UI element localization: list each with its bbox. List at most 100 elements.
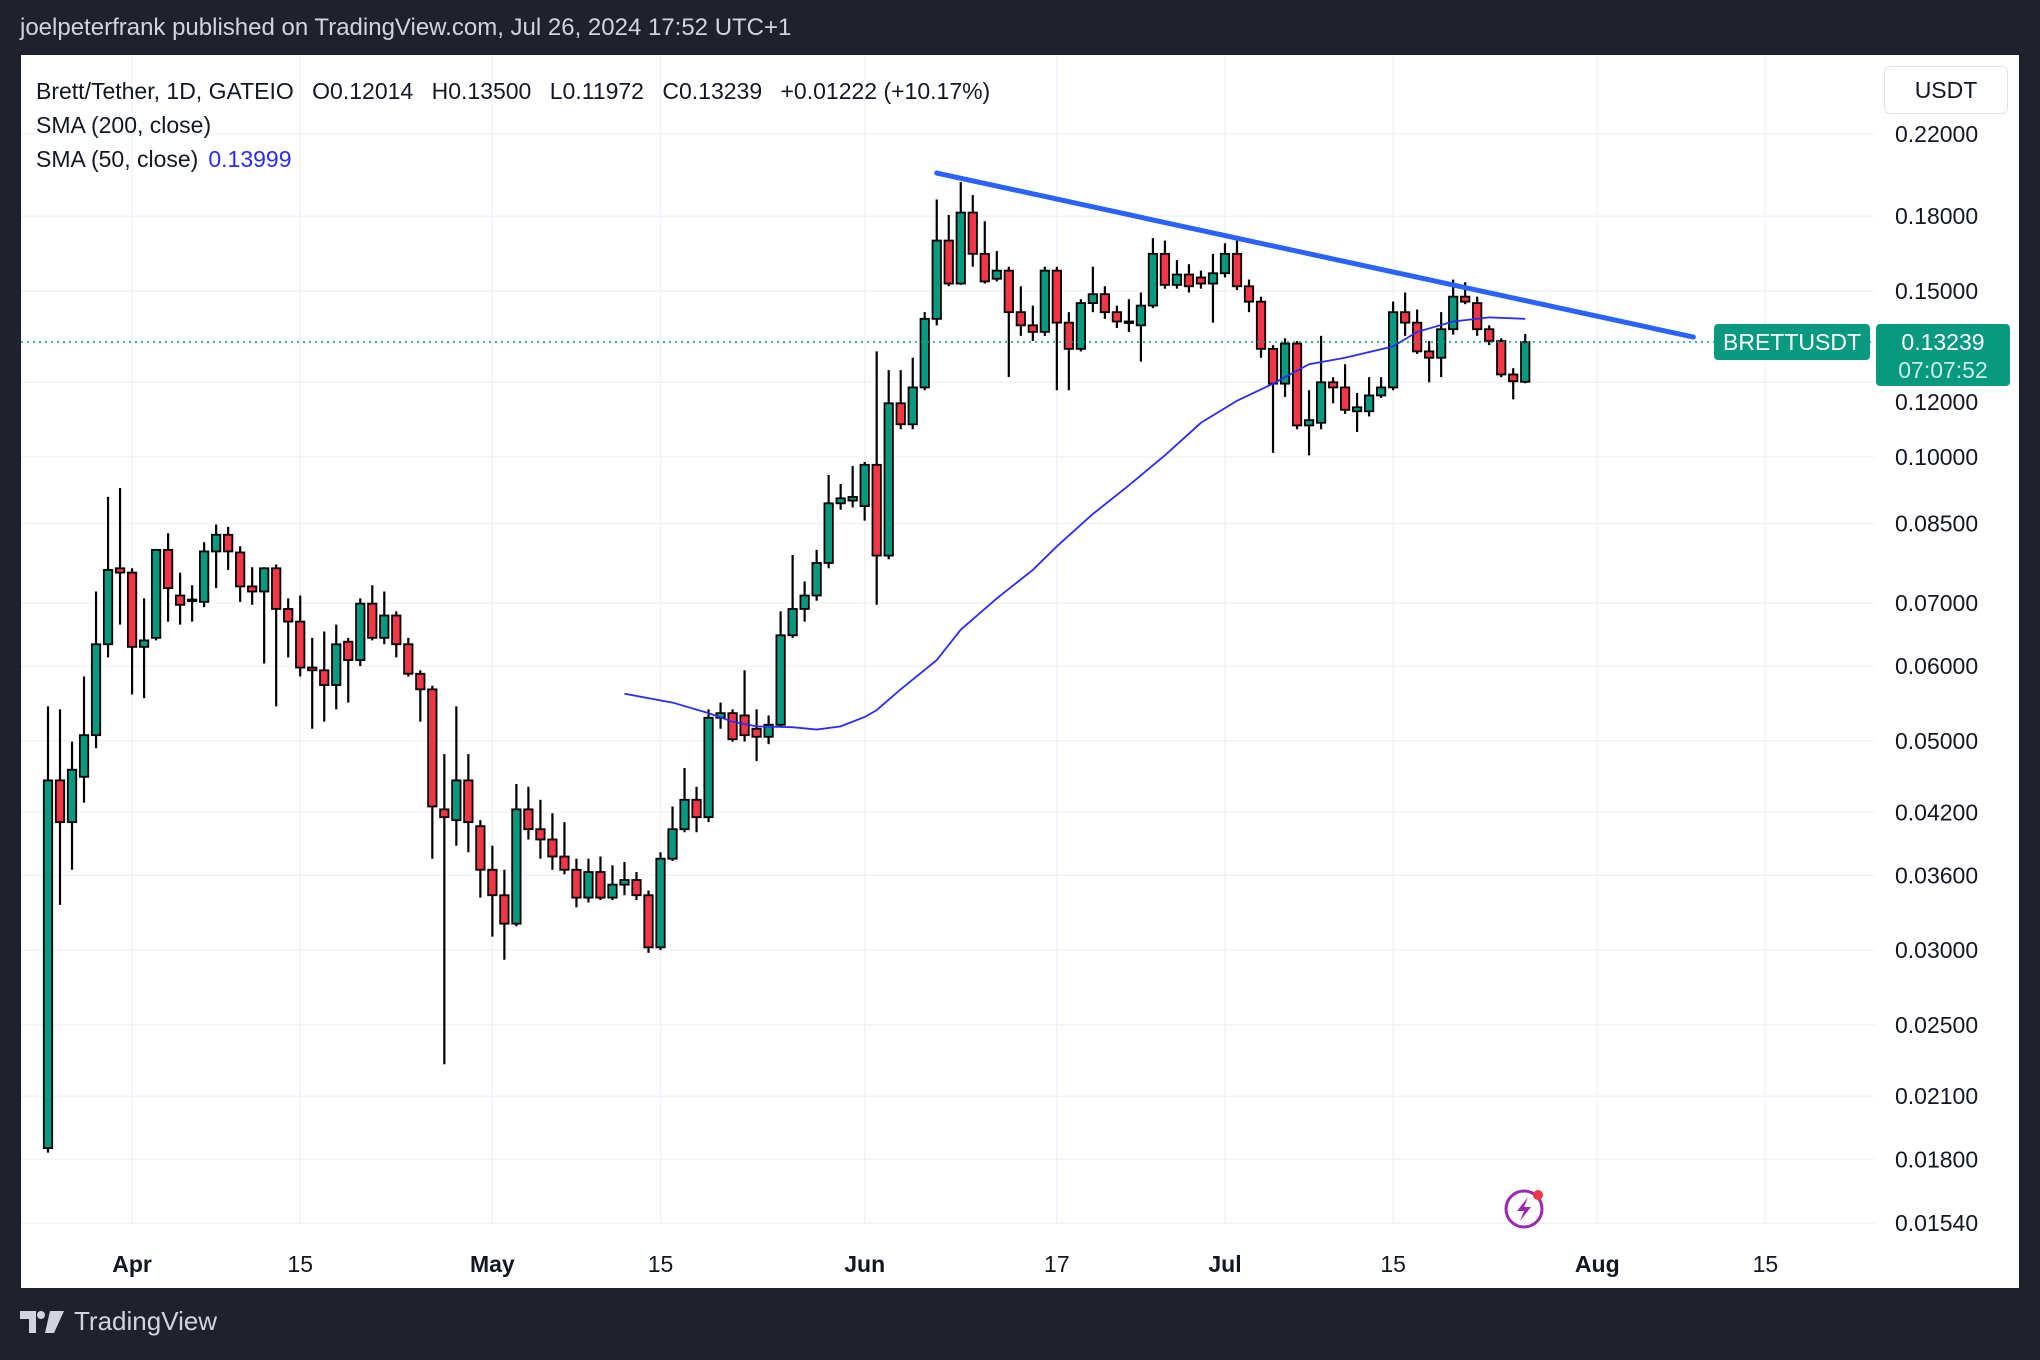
- candle-down[interactable]: [283, 608, 294, 623]
- candle-down[interactable]: [162, 548, 174, 590]
- candle-down[interactable]: [1195, 276, 1207, 285]
- candle-down[interactable]: [895, 402, 906, 426]
- candle-up[interactable]: [1171, 273, 1183, 286]
- candle-up[interactable]: [1388, 311, 1399, 389]
- candle-up[interactable]: [1075, 302, 1086, 350]
- candle-up[interactable]: [667, 828, 678, 860]
- candle-down[interactable]: [1063, 321, 1074, 350]
- trendline[interactable]: [934, 170, 1696, 340]
- footer-brand[interactable]: TradingView: [20, 1306, 217, 1337]
- candle-up[interactable]: [883, 402, 894, 557]
- candle-up[interactable]: [211, 533, 222, 553]
- candle-up[interactable]: [775, 634, 786, 726]
- candle-down[interactable]: [1183, 273, 1195, 288]
- candle-up[interactable]: [1219, 252, 1231, 275]
- candle-down[interactable]: [595, 871, 606, 899]
- candle-up[interactable]: [1315, 381, 1327, 424]
- candle-down[interactable]: [175, 594, 186, 606]
- candle-down[interactable]: [1327, 381, 1339, 389]
- candle-up[interactable]: [1135, 304, 1147, 327]
- candle-down[interactable]: [295, 620, 306, 669]
- candle-up[interactable]: [90, 643, 102, 737]
- candle-up[interactable]: [859, 463, 870, 507]
- candle-up[interactable]: [102, 569, 114, 646]
- candle-down[interactable]: [487, 868, 498, 897]
- candle-down[interactable]: [979, 252, 990, 283]
- symbol-legend-row[interactable]: Brett/Tether, 1D, GATEIO O0.12014 H0.135…: [36, 74, 990, 108]
- candle-down[interactable]: [415, 672, 426, 691]
- candle-up[interactable]: [451, 779, 462, 822]
- candle-up[interactable]: [355, 602, 366, 661]
- candle-up[interactable]: [1303, 419, 1315, 427]
- candle-down[interactable]: [343, 640, 354, 661]
- flash-alert-icon[interactable]: [1504, 1189, 1544, 1229]
- candle-up[interactable]: [511, 808, 522, 925]
- candle-up[interactable]: [583, 871, 594, 899]
- candle-up[interactable]: [1436, 328, 1447, 359]
- candle-down[interactable]: [126, 571, 138, 648]
- sma50-line[interactable]: [624, 316, 1526, 731]
- candle-up[interactable]: [679, 798, 690, 831]
- candle-down[interactable]: [247, 585, 258, 593]
- candle-up[interactable]: [787, 608, 798, 637]
- candle-down[interactable]: [391, 614, 402, 646]
- candle-down[interactable]: [319, 669, 330, 686]
- candle-down[interactable]: [1508, 373, 1519, 383]
- candle-down[interactable]: [943, 239, 954, 285]
- candle-up[interactable]: [823, 502, 834, 564]
- candle-down[interactable]: [499, 894, 510, 925]
- candle-down[interactable]: [1400, 311, 1411, 324]
- candle-up[interactable]: [42, 779, 54, 1150]
- candle-up[interactable]: [811, 562, 822, 597]
- candle-down[interactable]: [1123, 320, 1134, 324]
- candle-down[interactable]: [523, 808, 534, 831]
- candle-down[interactable]: [1255, 300, 1267, 350]
- candle-up[interactable]: [619, 879, 630, 886]
- candle-down[interactable]: [271, 567, 282, 610]
- candle-up[interactable]: [799, 594, 810, 610]
- candle-up[interactable]: [703, 716, 714, 819]
- candle-down[interactable]: [223, 533, 234, 553]
- candle-up[interactable]: [1376, 386, 1387, 397]
- candle-up[interactable]: [931, 239, 942, 320]
- candle-down[interactable]: [1231, 252, 1243, 288]
- candle-down[interactable]: [235, 551, 246, 588]
- candle-up[interactable]: [1087, 293, 1098, 304]
- candle-up[interactable]: [66, 768, 78, 824]
- candle-down[interactable]: [535, 828, 546, 841]
- candle-up[interactable]: [1039, 269, 1050, 333]
- candle-down[interactable]: [571, 868, 582, 899]
- candle-down[interactable]: [691, 798, 702, 819]
- candle-down[interactable]: [1496, 340, 1507, 376]
- candle-down[interactable]: [1472, 302, 1483, 331]
- candle-down[interactable]: [631, 879, 642, 897]
- sma50-legend-row[interactable]: SMA (50, close) 0.13999: [36, 142, 990, 176]
- candle-up[interactable]: [1520, 341, 1531, 383]
- candle-up[interactable]: [187, 598, 198, 602]
- candle-down[interactable]: [1027, 324, 1038, 333]
- candle-down[interactable]: [1460, 295, 1471, 303]
- candle-up[interactable]: [907, 386, 918, 426]
- candle-up[interactable]: [150, 548, 162, 639]
- candle-up[interactable]: [259, 567, 270, 593]
- candle-down[interactable]: [1111, 311, 1122, 323]
- candle-up[interactable]: [835, 497, 846, 505]
- candle-down[interactable]: [547, 838, 558, 858]
- candle-down[interactable]: [1159, 252, 1171, 286]
- candle-up[interactable]: [607, 883, 618, 899]
- candle-down[interactable]: [643, 894, 654, 949]
- candle-down[interactable]: [439, 808, 450, 819]
- candle-down[interactable]: [751, 727, 762, 738]
- candle-up[interactable]: [1279, 342, 1291, 385]
- candle-down[interactable]: [475, 825, 486, 871]
- candle-down[interactable]: [559, 855, 570, 871]
- candle-up[interactable]: [991, 269, 1002, 280]
- candle-up[interactable]: [199, 550, 210, 603]
- candle-up[interactable]: [655, 857, 666, 949]
- candle-up[interactable]: [1364, 394, 1375, 413]
- candle-down[interactable]: [1051, 269, 1062, 324]
- candle-down[interactable]: [1015, 311, 1026, 327]
- candle-up[interactable]: [763, 723, 774, 738]
- candle-down[interactable]: [1099, 293, 1110, 314]
